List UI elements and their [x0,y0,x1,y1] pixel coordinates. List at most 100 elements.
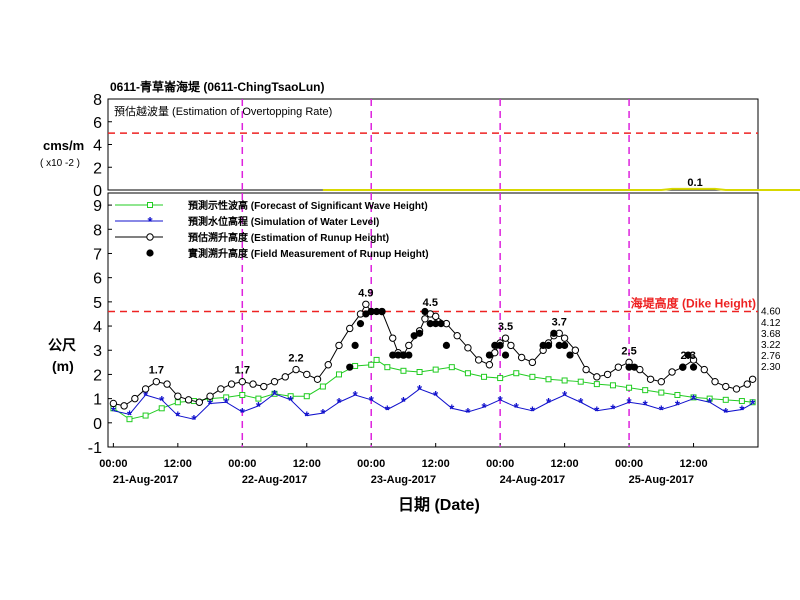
runup-ytick-label: 9 [93,198,102,215]
water-point: * [739,403,745,418]
top-ytick-label: 2 [93,160,102,177]
runup-point [195,398,204,406]
water-point: * [546,395,552,410]
water-point: * [465,405,471,420]
measure-point [496,341,504,349]
runup-ytick-label: 6 [93,271,102,288]
measure-point [410,332,418,340]
runup-point [474,356,483,364]
wave-point [593,381,600,388]
wave-point [352,362,359,369]
water-point: * [320,406,326,421]
top-ytick-label: 0 [93,183,102,200]
runup-point [593,373,601,381]
runup-point [501,334,510,342]
runup-point [571,346,580,354]
wave-point [158,405,165,412]
measure-point [550,329,558,337]
runup-point [260,382,268,391]
legend-label-measure: 實測溯升高度 (Field Measurement of Runup Heigh… [188,247,429,260]
measure-point [378,307,386,316]
right-level-label: 4.60 [761,307,781,318]
wave-point [497,375,504,382]
wave-point [545,376,552,383]
runup-ytick-label: 1 [93,392,102,409]
runup-ytick-label: 4 [93,319,102,336]
overtopping-ylabel: cms/m [43,138,84,153]
runup-point [748,375,757,383]
measure-point [539,341,547,349]
wave-point [577,378,584,385]
water-point: * [417,382,423,397]
wave-point [174,399,181,406]
runup-point [689,356,698,364]
date-label: 25-Aug-2017 [629,474,694,486]
right-level-label: 2.76 [761,351,781,362]
chart-title: 0611-青草崙海堤 (0611-ChingTsaoLun) [110,79,324,94]
peak-value-label: 4.5 [423,297,438,309]
runup-point [389,334,397,342]
wave-point [609,382,616,389]
runup-point [464,344,472,352]
runup-point [249,380,257,388]
overtopping-ylabel-scale: ( x10 -2 ) [40,158,80,169]
peak-value-label: 3.7 [552,316,567,328]
runup-point [281,373,289,381]
runup-point [163,380,171,388]
legend-marker-measure [146,249,154,257]
runup-point [109,399,118,408]
measure-point [630,363,639,371]
measure-point [351,341,359,349]
water-point: * [627,395,633,410]
wave-point [255,395,262,402]
wave-point [722,396,729,403]
water-point: * [433,388,439,403]
peak-value-label: 1.7 [149,365,164,377]
top-ytick-label: 6 [93,115,102,132]
overtopping-panel-title: 預估越波量 (Estimation of Overtopping Rate) [114,104,332,118]
runup-point [405,341,413,350]
water-point: * [514,400,520,415]
wave-point [432,366,439,373]
x-axis-label: 日期 (Date) [398,495,480,514]
measure-point [362,310,370,318]
xtick-label: 12:00 [551,458,579,470]
wave-point [674,391,681,398]
right-level-label: 2.30 [761,362,781,373]
runup-ylabel-unit: (m) [52,358,74,374]
runup-point [657,377,666,386]
wave-point [223,394,230,401]
xtick-label: 00:00 [228,458,256,470]
wave-point [239,391,246,398]
peak-value-label: 2.5 [621,345,636,357]
runup-ytick-label: 3 [93,343,102,360]
water-point: * [530,404,536,419]
water-point: * [240,405,246,420]
xtick-label: 00:00 [615,458,643,470]
runup-point [560,334,569,342]
wave-point [513,370,520,377]
wave-point [416,369,423,376]
water-point: * [175,409,181,424]
water-point: * [659,403,665,418]
runup-point [453,332,461,340]
peak-value-label: 2.3 [681,350,696,362]
wave-point [464,370,471,377]
wave-point [373,356,380,363]
measure-point [367,307,375,316]
runup-point [120,402,128,410]
water-point: * [272,387,278,402]
overtopping-panel-frame [107,98,759,191]
measure-point [346,363,354,371]
top-ytick-label: 8 [93,92,102,109]
wave-point [335,371,342,378]
runup-point [346,324,354,333]
water-point: * [353,388,359,403]
runup-point [517,353,526,362]
measure-point [405,351,413,359]
measure-point [389,351,397,359]
date-label: 22-Aug-2017 [242,474,307,486]
runup-point [603,370,612,379]
water-point: * [498,393,504,408]
water-point: * [256,399,262,414]
